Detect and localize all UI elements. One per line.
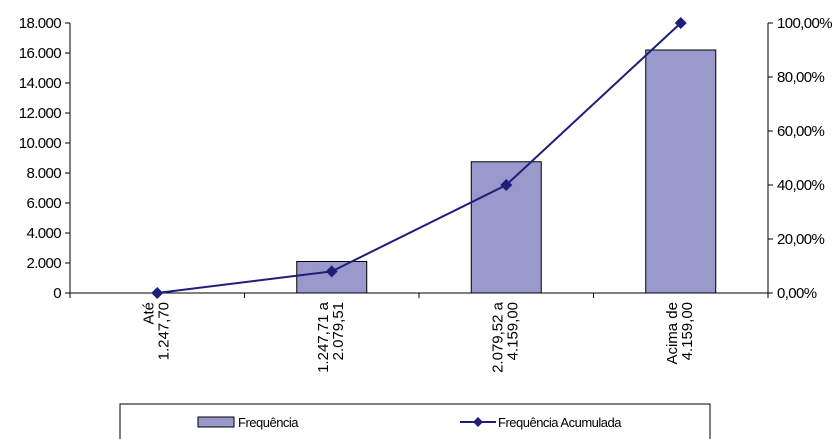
cumulative-line	[157, 22, 682, 294]
x-category-label-line: Acima de	[664, 302, 681, 365]
x-category-label-line: 1.247,70	[155, 302, 172, 360]
cumulative-point	[151, 287, 164, 299]
x-category-label-line: 2.079,52 a	[489, 301, 506, 373]
y-right-tick-label: 0,00%	[777, 285, 817, 302]
y-right-tick-label: 80,00%	[777, 69, 825, 86]
x-category-label: Acima de4.159,00	[664, 302, 696, 365]
plot-area: 0 2.000 4.000 6.000 8.000 10.000 12.000 14.000 1…	[19, 15, 833, 373]
y-left-tick-label: 10.000	[19, 135, 62, 152]
y-left-tick-label: 2.000	[26, 255, 61, 272]
x-category-label-line: 1.247,71 a	[315, 301, 332, 373]
y-left-tick-label: 6.000	[26, 195, 61, 212]
legend-label-frequencia: Frequência	[238, 415, 299, 430]
legend-swatch-frequencia	[197, 416, 235, 428]
x-category-label: 1.247,71 a2.079,51	[315, 301, 347, 373]
x-category-label-line: 4.159,00	[679, 302, 696, 360]
cumulative-point	[325, 265, 338, 278]
x-category-label: 2.079,52 a4.159,00	[489, 301, 521, 373]
y-left-tick-label: 4.000	[26, 225, 61, 242]
cumulative-point	[674, 17, 687, 29]
y-left-tick-label: 18.000	[19, 15, 62, 32]
x-category-label-line: 2.079,51	[330, 302, 347, 360]
y-left-tick-label: 16.000	[19, 45, 62, 62]
legend: Frequência Frequência Acumulada	[119, 403, 711, 439]
y-right-tick-label: 100,00%	[777, 15, 832, 32]
y-left-tick-label: 14.000	[19, 75, 62, 92]
y-right-tick-label: 20,00%	[777, 231, 825, 248]
cumulative-point	[500, 179, 513, 191]
legend-marker-acumulada	[473, 417, 483, 427]
y-left-tick-label: 8.000	[26, 165, 61, 182]
y-left-tick-label: 0	[53, 285, 61, 302]
y-right-tick-label: 60,00%	[777, 123, 825, 140]
x-category-label-line: Até	[140, 302, 157, 325]
y-left-tick-label: 12.000	[19, 105, 62, 122]
x-category-label: Até1.247,70	[140, 302, 172, 360]
x-category-label-line: 4.159,00	[504, 302, 521, 360]
bar	[645, 49, 717, 294]
legend-label-acumulada: Frequência Acumulada	[498, 415, 622, 430]
y-right-tick-label: 40,00%	[777, 177, 825, 194]
